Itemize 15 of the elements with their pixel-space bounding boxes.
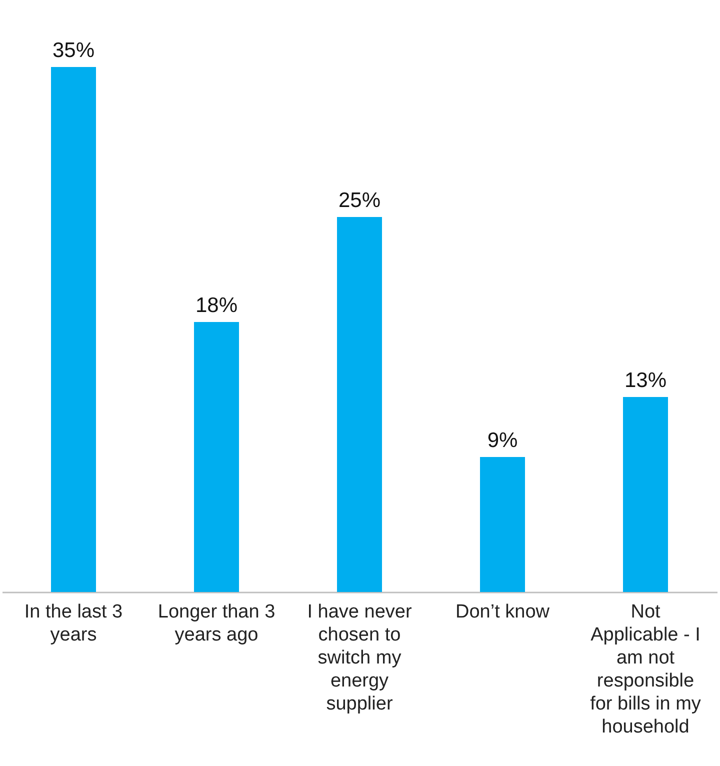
- bar: [51, 67, 96, 592]
- bar: [337, 217, 382, 592]
- bar: [194, 322, 239, 592]
- data-label: 13%: [624, 369, 667, 392]
- x-tick-label: Don’t know: [456, 602, 550, 622]
- data-label: 25%: [338, 189, 381, 212]
- data-label: 9%: [487, 429, 518, 452]
- x-tick-label: Not Applicable - I am not responsible for bills in my household: [590, 602, 702, 738]
- x-tick-label: In the last 3 years: [24, 602, 123, 646]
- x-tick-label: I have never chosen to switch my energy supplier: [307, 602, 412, 714]
- bar: [480, 457, 525, 592]
- bar: [623, 397, 668, 592]
- data-label: 18%: [195, 294, 238, 317]
- data-label: 35%: [52, 39, 95, 62]
- x-tick-label: Longer than 3 years ago: [158, 602, 276, 646]
